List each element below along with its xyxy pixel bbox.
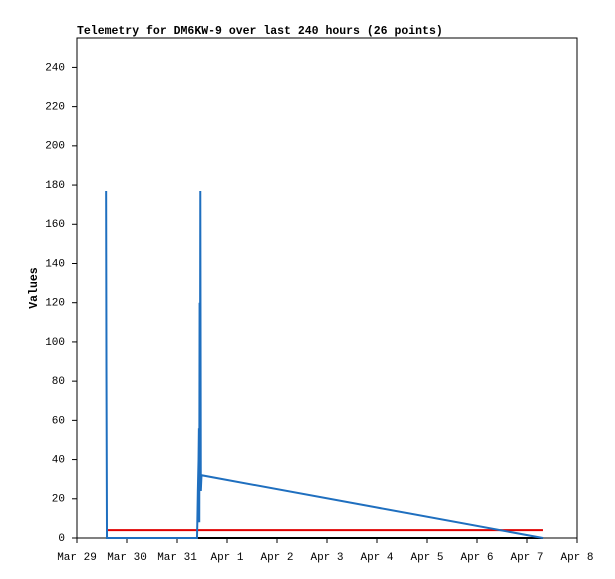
- x-tick-label: Apr 6: [460, 552, 493, 564]
- x-tick-label: Apr 1: [210, 552, 243, 564]
- x-tick-label: Apr 8: [560, 552, 593, 564]
- y-tick-label: 20: [52, 494, 65, 506]
- y-tick-label: 160: [45, 219, 65, 231]
- x-tick-label: Apr 2: [260, 552, 293, 564]
- x-tick-label: Mar 31: [157, 552, 197, 564]
- y-tick-label: 0: [58, 533, 65, 545]
- x-tick-label: Mar 29: [57, 552, 97, 564]
- x-tick-label: Apr 5: [410, 552, 443, 564]
- y-axis-label: Values: [28, 267, 41, 309]
- x-tick-label: Apr 7: [510, 552, 543, 564]
- y-tick-label: 140: [45, 258, 65, 270]
- chart-title: Telemetry for DM6KW-9 over last 240 hour…: [77, 25, 443, 38]
- x-tick-label: Apr 4: [360, 552, 393, 564]
- y-tick-label: 240: [45, 62, 65, 74]
- y-tick-label: 80: [52, 376, 65, 388]
- y-tick-label: 100: [45, 337, 65, 349]
- y-tick-label: 40: [52, 454, 65, 466]
- y-tick-label: 220: [45, 102, 65, 114]
- series-line: [105, 190, 544, 539]
- y-tick-label: 180: [45, 180, 65, 192]
- x-tick-label: Mar 30: [107, 552, 147, 564]
- y-tick-label: 120: [45, 298, 65, 310]
- x-tick-label: Apr 3: [310, 552, 343, 564]
- y-tick-label: 60: [52, 415, 65, 427]
- y-tick-label: 200: [45, 141, 65, 153]
